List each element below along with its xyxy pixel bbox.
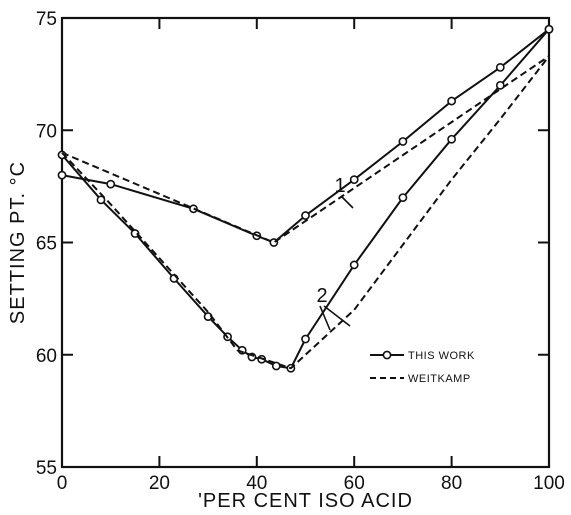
data-point xyxy=(57,170,67,180)
data-point xyxy=(349,175,359,185)
legend-label: THIS WORK xyxy=(408,350,475,362)
x-tick-label: 20 xyxy=(149,473,170,494)
series-solid-circles-curve-1 xyxy=(57,24,554,247)
data-point xyxy=(301,211,310,220)
y-tick-label: 65 xyxy=(36,234,57,255)
series-line xyxy=(61,55,550,370)
tick-labels: 0 20 40 60 80 100 55 60 65 70 75 xyxy=(36,9,565,494)
data-point xyxy=(57,150,67,160)
curve-label-1: 1 xyxy=(334,175,345,197)
series-dashed-curve-1 xyxy=(61,55,550,244)
series-solid-circles-curve-2 xyxy=(57,24,554,373)
legend: THIS WORK WEITKAMP xyxy=(370,350,475,385)
curve-2-leader-b xyxy=(323,305,351,327)
data-point xyxy=(495,80,505,90)
data-point xyxy=(447,134,456,144)
data-point xyxy=(398,137,408,146)
curve-2-leader-a xyxy=(319,305,331,331)
data-point xyxy=(447,96,456,106)
legend-marker xyxy=(382,350,392,360)
legend-entry: WEITKAMP xyxy=(370,373,471,385)
series-line xyxy=(61,55,550,244)
data-point xyxy=(189,204,198,214)
series-line xyxy=(61,28,550,370)
x-axis-label: 'PER CENT ISO ACID xyxy=(198,490,413,512)
data-point xyxy=(495,62,505,72)
y-tick-label: 60 xyxy=(36,346,57,367)
data-point xyxy=(106,179,116,189)
data-point xyxy=(349,260,359,270)
series-line xyxy=(61,28,550,244)
curve-1-leader xyxy=(340,195,354,209)
series-layer xyxy=(57,24,554,373)
y-tick-label: 55 xyxy=(36,458,57,479)
legend-label: WEITKAMP xyxy=(408,373,471,385)
x-tick-label: 0 xyxy=(57,473,68,494)
curve-labels: 12 xyxy=(316,175,354,331)
data-point xyxy=(271,361,281,371)
y-tick-label: 70 xyxy=(36,121,57,142)
y-axis-label: SETTING PT. °C xyxy=(7,161,29,324)
data-point xyxy=(301,334,310,344)
data-point xyxy=(398,193,408,202)
data-point xyxy=(544,24,554,34)
axis-ticks xyxy=(62,18,549,467)
series-dashed-curve-2 xyxy=(61,55,550,370)
x-tick-label: 80 xyxy=(441,473,462,494)
x-tick-label: 60 xyxy=(344,473,365,494)
data-point xyxy=(130,229,140,238)
curve-label-2: 2 xyxy=(316,285,327,307)
legend-entry: THIS WORK xyxy=(370,350,475,362)
x-tick-label: 40 xyxy=(246,473,267,494)
x-tick-label: 100 xyxy=(533,473,565,494)
y-tick-label: 75 xyxy=(36,9,57,30)
data-point xyxy=(96,195,106,205)
